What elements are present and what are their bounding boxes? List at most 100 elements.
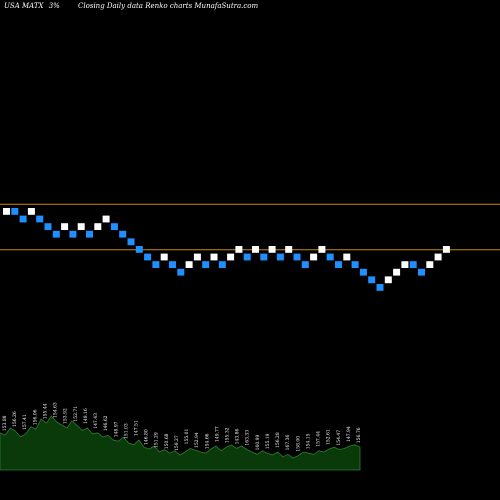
volume-label: 163.33 [245, 430, 251, 446]
up-brick [384, 276, 392, 284]
volume-label: 153.88 [2, 415, 8, 431]
up-brick [102, 215, 110, 223]
volume-label: 154.63 [53, 402, 59, 418]
down-brick [418, 268, 425, 276]
up-brick [160, 253, 168, 261]
volume-label: 143.86 [235, 429, 241, 445]
down-brick [409, 261, 417, 268]
volume-area-path [0, 415, 361, 471]
volume-label: 157.41 [22, 414, 28, 430]
down-brick [276, 253, 284, 261]
volume-label: 159.27 [174, 435, 180, 451]
reference-lines [0, 203, 500, 251]
up-brick [285, 246, 293, 253]
volume-label: 147.51 [134, 420, 140, 436]
volume-label: 152.71 [73, 406, 79, 422]
volume-label: 156.26 [12, 411, 18, 427]
down-brick [243, 253, 251, 261]
up-brick [434, 253, 442, 261]
volume-label: 167.36 [285, 435, 291, 451]
volume-label: 156.76 [356, 427, 362, 443]
volume-label: 152.61 [326, 429, 332, 445]
down-brick [144, 253, 152, 261]
chart-header: USA MATX 3% Closing Daily data Renko cha… [4, 2, 259, 10]
down-brick [36, 215, 44, 223]
down-brick [359, 268, 367, 276]
volume-label: 154.47 [336, 430, 342, 446]
down-brick [301, 261, 309, 268]
up-brick [252, 246, 259, 253]
down-brick [86, 230, 93, 238]
volume-label: 160.99 [255, 435, 261, 451]
up-brick [77, 223, 85, 230]
down-brick [351, 261, 359, 268]
up-brick [227, 253, 235, 261]
volume-label: 148.97 [113, 421, 119, 437]
volume-label: 147.43 [93, 413, 99, 429]
volume-label: 157.44 [316, 431, 322, 447]
volume-label: 155.19 [265, 433, 271, 449]
down-brick [326, 253, 334, 261]
down-brick [119, 230, 127, 238]
down-brick [11, 208, 19, 215]
volume-area [0, 415, 361, 471]
volume-label: 156.28 [275, 432, 281, 448]
up-brick [185, 261, 193, 268]
down-brick [44, 223, 52, 230]
up-brick [393, 268, 401, 276]
volume-label: 152.94 [194, 432, 200, 448]
up-brick [268, 246, 276, 253]
up-brick [343, 253, 351, 261]
volume-label: 150.68 [164, 433, 170, 449]
down-brick [177, 268, 185, 276]
up-brick [310, 253, 318, 261]
volume-label: 158.00 [295, 436, 301, 452]
up-brick [235, 246, 243, 253]
up-brick [94, 223, 102, 230]
volume-label: 155.32 [225, 427, 231, 443]
up-brick [318, 246, 326, 253]
down-brick [368, 276, 376, 284]
down-brick [52, 230, 60, 238]
down-brick [260, 253, 268, 261]
volume-label: 147.94 [346, 426, 352, 442]
down-brick [293, 253, 301, 261]
down-brick [169, 261, 176, 268]
chart-description: Closing Daily data Renko charts MunafaSu… [78, 2, 258, 10]
down-brick [335, 261, 342, 268]
down-brick [110, 223, 118, 230]
down-brick [19, 215, 27, 223]
renko-bricks [3, 208, 450, 291]
brick-percent-label: 3% [49, 2, 60, 10]
down-brick [218, 261, 226, 268]
volume-label: 154.66 [204, 433, 210, 449]
down-brick [69, 230, 77, 238]
volume-label: 151.29 [154, 432, 160, 448]
up-brick [3, 208, 10, 215]
volume-labels: 153.88 156.26 157.41 156.06 155.44 154.63 153.… [2, 402, 362, 451]
volume-label: 146.80 [144, 429, 150, 445]
volume-label: 155.01 [184, 429, 190, 445]
up-brick [27, 208, 35, 215]
up-brick [210, 253, 218, 261]
volume-label: 156.06 [32, 409, 38, 425]
ticker-label: USA MATX [4, 2, 44, 10]
up-brick [426, 261, 434, 268]
volume-label: 148.16 [83, 408, 89, 424]
volume-label: 151.03 [123, 423, 129, 439]
volume-label: 154.15 [305, 433, 311, 449]
down-brick [127, 238, 135, 246]
up-brick [401, 261, 409, 268]
volume-label: 155.44 [43, 403, 49, 419]
down-brick [152, 261, 160, 268]
up-brick [442, 246, 450, 253]
up-brick [193, 253, 201, 261]
down-brick [202, 261, 210, 268]
up-brick [61, 223, 69, 230]
volume-label: 153.92 [63, 408, 69, 424]
volume-label: 149.77 [214, 426, 220, 442]
down-brick [376, 284, 384, 291]
volume-label: 146.62 [103, 415, 109, 431]
down-brick [135, 246, 143, 253]
